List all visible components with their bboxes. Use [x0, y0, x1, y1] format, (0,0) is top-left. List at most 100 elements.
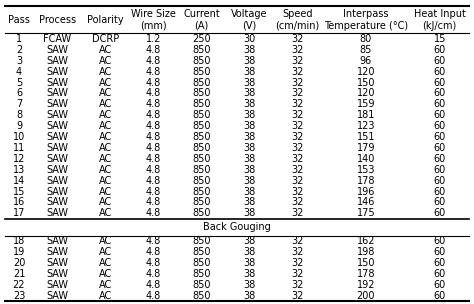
Text: Wire Size
(mm): Wire Size (mm)	[131, 9, 176, 31]
Text: SAW: SAW	[46, 154, 68, 164]
Text: 850: 850	[192, 280, 211, 290]
Text: 38: 38	[244, 176, 255, 186]
Text: 38: 38	[244, 132, 255, 142]
Text: FCAW: FCAW	[43, 34, 71, 44]
Text: 4.8: 4.8	[146, 236, 161, 246]
Text: 60: 60	[434, 187, 446, 197]
Text: 198: 198	[357, 247, 375, 257]
Text: Heat Input
(kJ/cm): Heat Input (kJ/cm)	[414, 9, 465, 31]
Text: 60: 60	[434, 236, 446, 246]
Text: 850: 850	[192, 198, 211, 207]
Text: 200: 200	[357, 291, 375, 301]
Text: 850: 850	[192, 132, 211, 142]
Text: SAW: SAW	[46, 67, 68, 77]
Text: 850: 850	[192, 236, 211, 246]
Text: SAW: SAW	[46, 56, 68, 66]
Text: 80: 80	[360, 34, 372, 44]
Text: 850: 850	[192, 154, 211, 164]
Text: 4.8: 4.8	[146, 208, 161, 218]
Text: 32: 32	[292, 110, 304, 120]
Text: 151: 151	[357, 132, 375, 142]
Text: Current
(A): Current (A)	[183, 9, 220, 31]
Text: 60: 60	[434, 291, 446, 301]
Text: 159: 159	[357, 99, 375, 109]
Text: 850: 850	[192, 78, 211, 88]
Text: 850: 850	[192, 165, 211, 175]
Text: AC: AC	[99, 165, 112, 175]
Text: 38: 38	[244, 56, 255, 66]
Text: 850: 850	[192, 258, 211, 268]
Text: 60: 60	[434, 99, 446, 109]
Text: SAW: SAW	[46, 247, 68, 257]
Text: 38: 38	[244, 165, 255, 175]
Text: 38: 38	[244, 258, 255, 268]
Text: 181: 181	[357, 110, 375, 120]
Text: 175: 175	[356, 208, 375, 218]
Text: 11: 11	[13, 143, 25, 153]
Text: 38: 38	[244, 78, 255, 88]
Text: 21: 21	[13, 269, 25, 279]
Text: 150: 150	[357, 78, 375, 88]
Text: SAW: SAW	[46, 110, 68, 120]
Text: 850: 850	[192, 208, 211, 218]
Text: 16: 16	[13, 198, 25, 207]
Text: 60: 60	[434, 110, 446, 120]
Text: AC: AC	[99, 187, 112, 197]
Text: SAW: SAW	[46, 78, 68, 88]
Text: AC: AC	[99, 154, 112, 164]
Text: 146: 146	[357, 198, 375, 207]
Text: AC: AC	[99, 121, 112, 131]
Text: 32: 32	[292, 67, 304, 77]
Text: 4.8: 4.8	[146, 88, 161, 98]
Text: 32: 32	[292, 45, 304, 55]
Text: 4.8: 4.8	[146, 176, 161, 186]
Text: 4.8: 4.8	[146, 187, 161, 197]
Text: 38: 38	[244, 88, 255, 98]
Text: 850: 850	[192, 45, 211, 55]
Text: 850: 850	[192, 67, 211, 77]
Text: 9: 9	[16, 121, 22, 131]
Text: SAW: SAW	[46, 132, 68, 142]
Text: 32: 32	[292, 269, 304, 279]
Text: 178: 178	[357, 176, 375, 186]
Text: 1: 1	[16, 34, 22, 44]
Text: 32: 32	[292, 247, 304, 257]
Text: 13: 13	[13, 165, 25, 175]
Text: 7: 7	[16, 99, 22, 109]
Text: AC: AC	[99, 88, 112, 98]
Text: SAW: SAW	[46, 236, 68, 246]
Text: SAW: SAW	[46, 143, 68, 153]
Text: 6: 6	[16, 88, 22, 98]
Text: 32: 32	[292, 291, 304, 301]
Text: 850: 850	[192, 291, 211, 301]
Text: 32: 32	[292, 165, 304, 175]
Text: 38: 38	[244, 247, 255, 257]
Text: 15: 15	[13, 187, 25, 197]
Text: 38: 38	[244, 198, 255, 207]
Text: AC: AC	[99, 236, 112, 246]
Text: 850: 850	[192, 110, 211, 120]
Text: 38: 38	[244, 236, 255, 246]
Text: 120: 120	[357, 88, 375, 98]
Text: SAW: SAW	[46, 280, 68, 290]
Text: 32: 32	[292, 236, 304, 246]
Text: 10: 10	[13, 132, 25, 142]
Text: SAW: SAW	[46, 208, 68, 218]
Text: 4.8: 4.8	[146, 165, 161, 175]
Text: 4.8: 4.8	[146, 154, 161, 164]
Text: 3: 3	[16, 56, 22, 66]
Text: 30: 30	[244, 34, 255, 44]
Text: 32: 32	[292, 208, 304, 218]
Text: 4.8: 4.8	[146, 110, 161, 120]
Text: 192: 192	[357, 280, 375, 290]
Text: 5: 5	[16, 78, 22, 88]
Text: 4.8: 4.8	[146, 99, 161, 109]
Text: 4.8: 4.8	[146, 143, 161, 153]
Text: 15: 15	[434, 34, 446, 44]
Text: 60: 60	[434, 132, 446, 142]
Text: Polarity: Polarity	[87, 15, 124, 25]
Text: SAW: SAW	[46, 198, 68, 207]
Text: AC: AC	[99, 247, 112, 257]
Text: 850: 850	[192, 247, 211, 257]
Text: 32: 32	[292, 34, 304, 44]
